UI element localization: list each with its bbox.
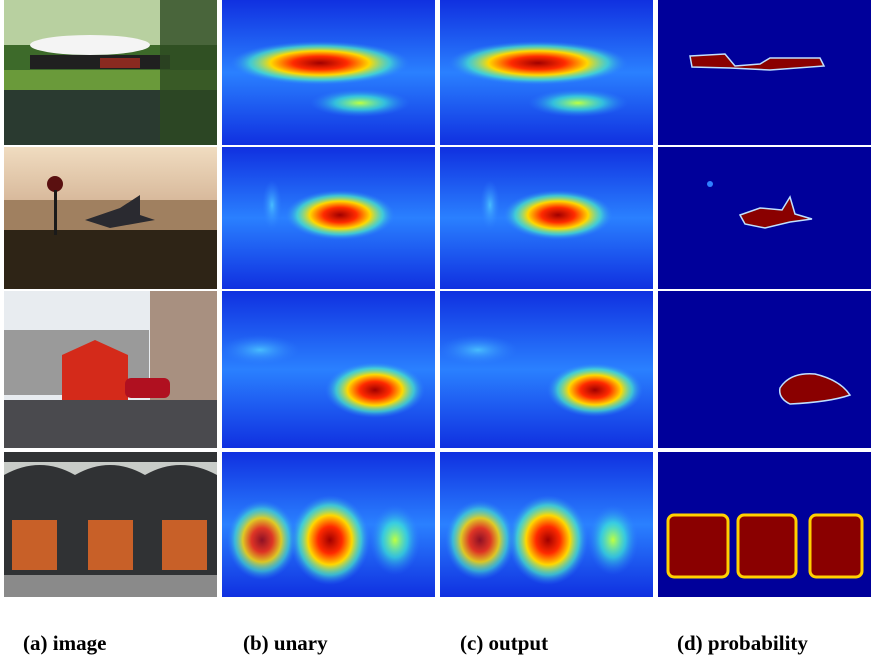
row-3 [4, 291, 871, 448]
caption: (d) probability [677, 631, 808, 655]
caption: (c) output [460, 631, 548, 655]
row-1 [4, 0, 871, 145]
row-2 [4, 147, 871, 289]
caption: (b) unary [243, 631, 328, 655]
caption: (a) image [23, 631, 106, 655]
probability-map [658, 291, 871, 448]
probability-map [658, 0, 871, 145]
row-4 [4, 452, 871, 597]
